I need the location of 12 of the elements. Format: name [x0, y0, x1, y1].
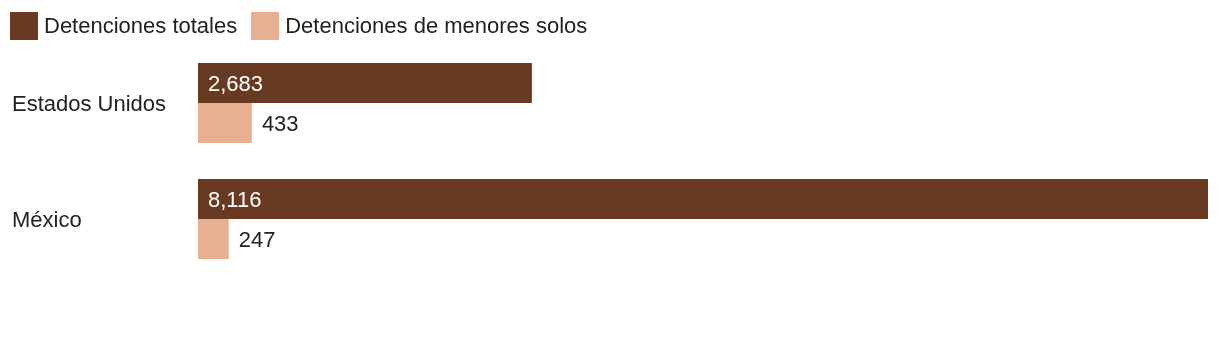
data-label: 8,116	[208, 186, 262, 212]
y-tick-label: México	[12, 206, 82, 232]
bar	[198, 63, 532, 103]
bar	[198, 103, 252, 143]
bar	[198, 179, 1208, 219]
y-tick-label: Estados Unidos	[12, 90, 167, 116]
data-label: 247	[238, 226, 276, 252]
data-label: 433	[261, 110, 299, 136]
legend-label: Detenciones totales	[44, 13, 238, 39]
data-label: 2,683	[208, 70, 264, 96]
bar	[198, 219, 229, 259]
legend-label: Detenciones de menores solos	[285, 13, 588, 39]
